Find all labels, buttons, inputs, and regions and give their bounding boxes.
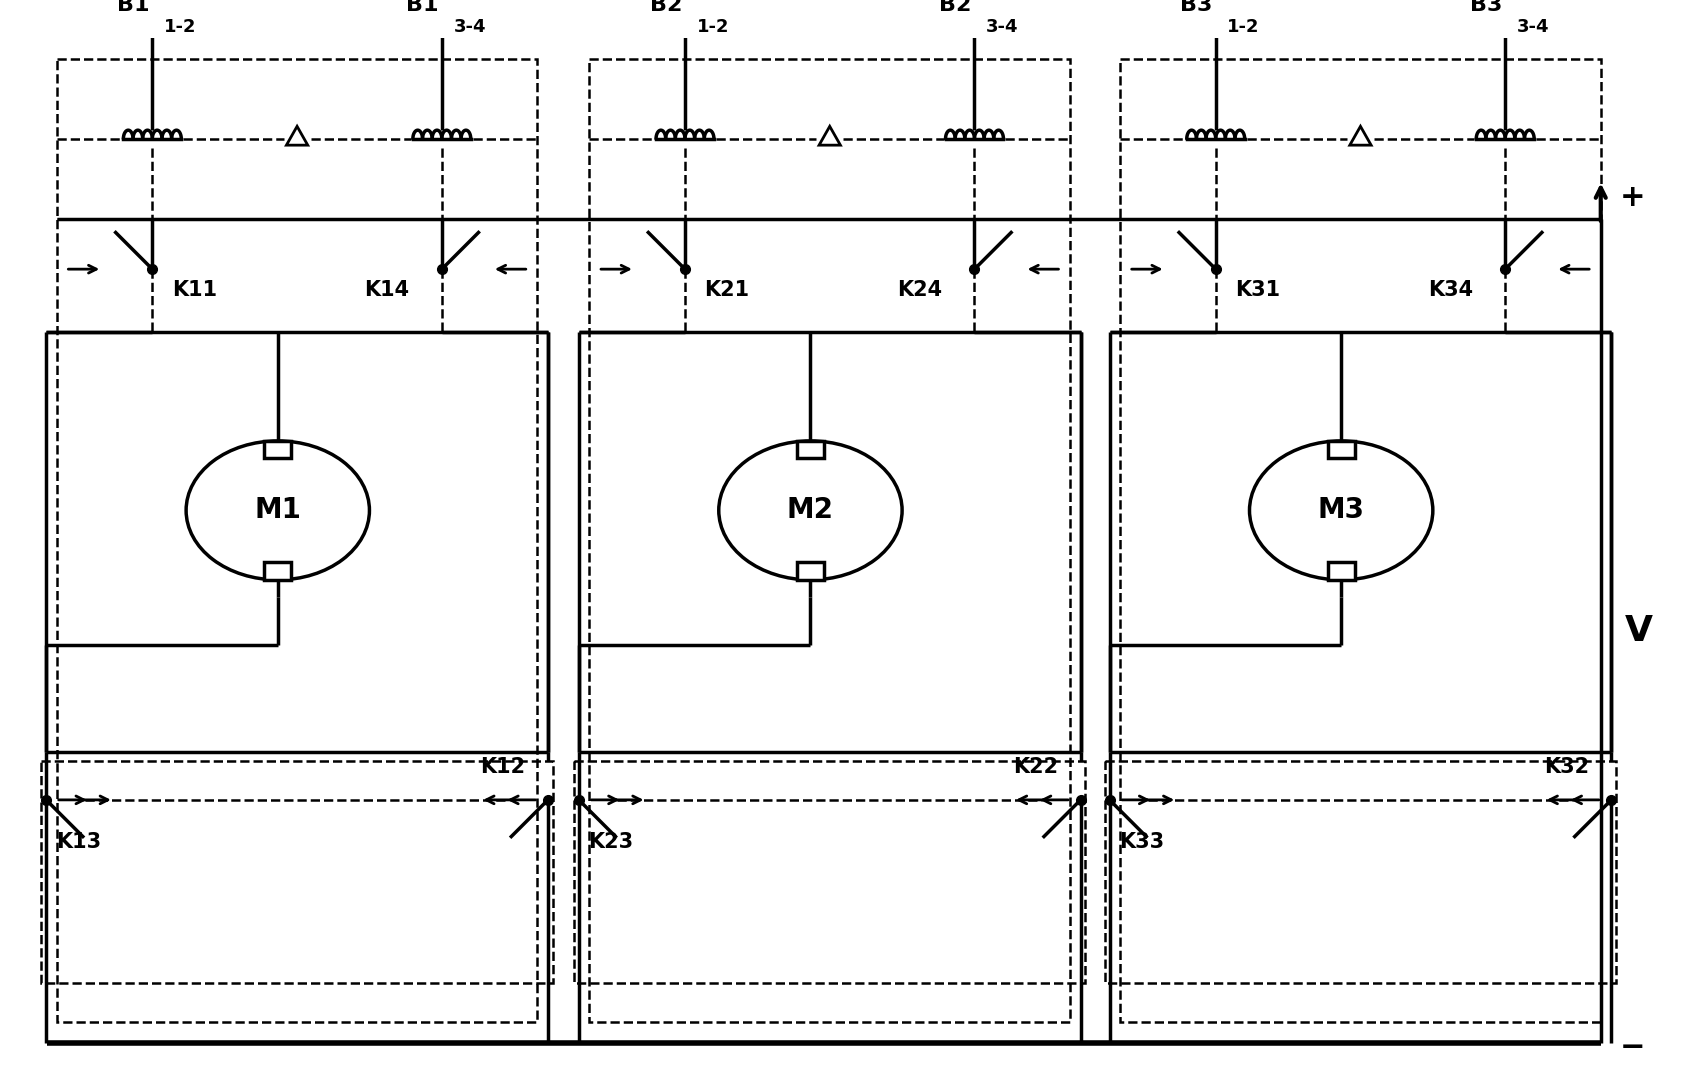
- Text: K34: K34: [1428, 280, 1474, 300]
- Text: B1: B1: [117, 0, 150, 15]
- Text: 3-4: 3-4: [986, 18, 1018, 35]
- Text: B2: B2: [649, 0, 682, 15]
- Bar: [1328, 563, 1355, 580]
- Text: K31: K31: [1234, 280, 1280, 300]
- Bar: [264, 441, 291, 459]
- Bar: [1328, 441, 1355, 459]
- Text: B1: B1: [406, 0, 439, 15]
- Bar: [264, 563, 291, 580]
- Text: K23: K23: [588, 832, 634, 852]
- Text: −: −: [1620, 1033, 1646, 1062]
- Text: M3: M3: [1318, 496, 1365, 524]
- Text: B3: B3: [1470, 0, 1503, 15]
- Text: K24: K24: [898, 280, 942, 300]
- Text: 1-2: 1-2: [1227, 18, 1260, 35]
- Text: K13: K13: [56, 832, 100, 852]
- Text: 3-4: 3-4: [1516, 18, 1549, 35]
- Text: V: V: [1625, 614, 1652, 647]
- Text: K33: K33: [1119, 832, 1165, 852]
- Text: B3: B3: [1180, 0, 1212, 15]
- Text: K22: K22: [1013, 757, 1057, 777]
- Text: K32: K32: [1544, 757, 1590, 777]
- Text: M1: M1: [255, 496, 301, 524]
- Text: 1-2: 1-2: [697, 18, 729, 35]
- Text: K11: K11: [172, 280, 218, 300]
- Text: 1-2: 1-2: [163, 18, 197, 35]
- Text: M2: M2: [787, 496, 835, 524]
- Text: K14: K14: [364, 280, 410, 300]
- Text: B2: B2: [938, 0, 971, 15]
- Text: K12: K12: [481, 757, 525, 777]
- Text: +: +: [1620, 183, 1646, 212]
- Text: 3-4: 3-4: [454, 18, 486, 35]
- Text: K21: K21: [704, 280, 750, 300]
- Bar: [797, 563, 824, 580]
- Bar: [797, 441, 824, 459]
